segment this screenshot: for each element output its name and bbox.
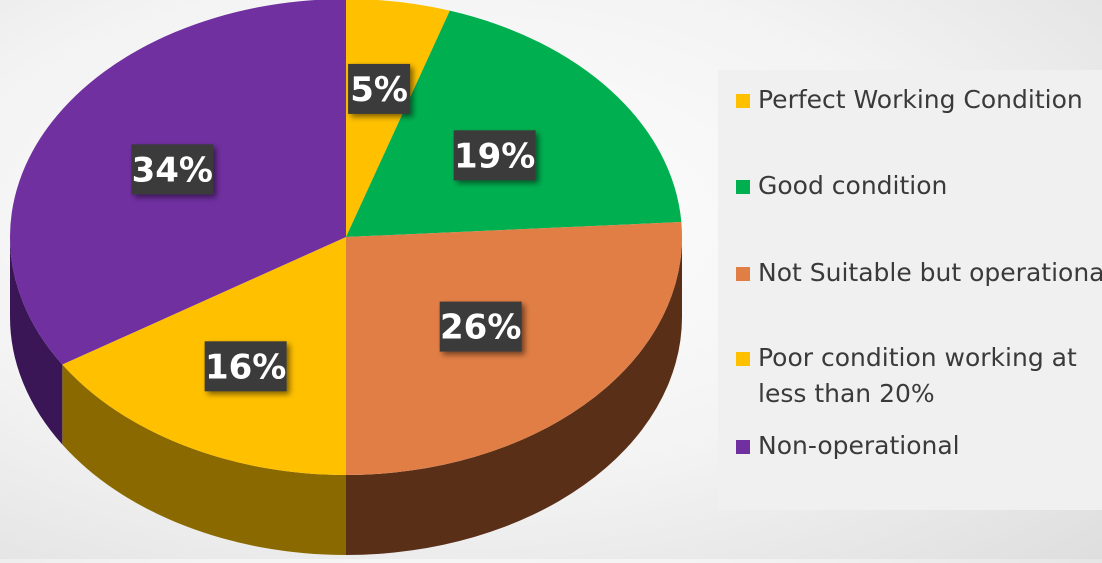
legend-label: Non-operational bbox=[758, 431, 960, 460]
legend-label: Not Suitable but operational bbox=[758, 258, 1102, 287]
legend-swatch bbox=[736, 180, 750, 194]
legend-item-not-suitable-but-operational: Not Suitable but operational bbox=[736, 255, 1102, 291]
pie-slices bbox=[10, 0, 683, 476]
data-label-text: 34% bbox=[132, 150, 213, 190]
data-label-poor-condition-working-at-less-than-20: 16% bbox=[204, 341, 287, 392]
legend-label: Good condition bbox=[758, 171, 948, 200]
data-label-text: 19% bbox=[454, 136, 535, 176]
pie-side-non-operational bbox=[10, 237, 63, 445]
data-label-box bbox=[204, 341, 287, 392]
pie-slice-poor-condition-working-at-less-than-20 bbox=[62, 237, 346, 475]
pie-slice-perfect-working-condition bbox=[346, 0, 450, 237]
data-label-text: 16% bbox=[205, 347, 286, 387]
legend-item-poor-condition-working-at-less-than-20: Poor condition working at less than 20% bbox=[736, 340, 1102, 412]
data-label-box bbox=[439, 301, 522, 352]
legend: Perfect Working Condition Good condition N… bbox=[718, 70, 1102, 510]
data-label-text: 5% bbox=[350, 70, 408, 110]
legend-swatch bbox=[736, 440, 750, 454]
data-label-box bbox=[348, 63, 411, 114]
pie-side-poor-condition-working-at-less-than-20 bbox=[62, 364, 346, 555]
data-label-perfect-working-condition: 5% bbox=[348, 63, 411, 114]
data-label-text: 26% bbox=[440, 308, 521, 348]
legend-label: Poor condition working at less than 20% bbox=[758, 343, 1077, 408]
legend-item-perfect-working-condition: Perfect Working Condition bbox=[736, 82, 1102, 118]
data-label-not-suitable-but-operational: 26% bbox=[439, 301, 522, 352]
legend-swatch bbox=[736, 352, 750, 366]
legend-swatch bbox=[736, 94, 750, 108]
pie-side-not-suitable-but-operational bbox=[346, 237, 682, 555]
pie-slice-good-condition bbox=[346, 10, 682, 238]
data-label-non-operational: 34% bbox=[131, 144, 214, 195]
data-label-good-condition: 19% bbox=[453, 130, 536, 181]
data-labels: 5% 19% 26% 16% 34% bbox=[131, 63, 536, 392]
legend-item-good-condition: Good condition bbox=[736, 168, 1102, 204]
legend-item-non-operational: Non-operational bbox=[736, 428, 1102, 464]
legend-label: Perfect Working Condition bbox=[758, 85, 1083, 114]
legend-swatch bbox=[736, 267, 750, 281]
data-label-box bbox=[131, 144, 214, 195]
pie-sides bbox=[10, 237, 682, 555]
data-label-box bbox=[453, 130, 536, 181]
